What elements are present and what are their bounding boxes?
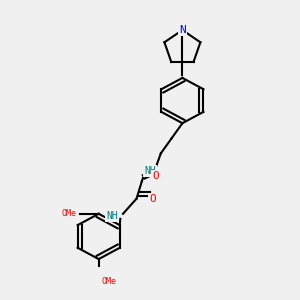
Text: NH: NH xyxy=(144,166,156,176)
Text: OMe: OMe xyxy=(102,277,117,286)
Text: O: O xyxy=(152,171,159,181)
Text: N: N xyxy=(179,25,186,35)
Text: NH: NH xyxy=(106,211,118,221)
Text: O: O xyxy=(149,194,156,204)
Text: OMe: OMe xyxy=(61,209,76,218)
